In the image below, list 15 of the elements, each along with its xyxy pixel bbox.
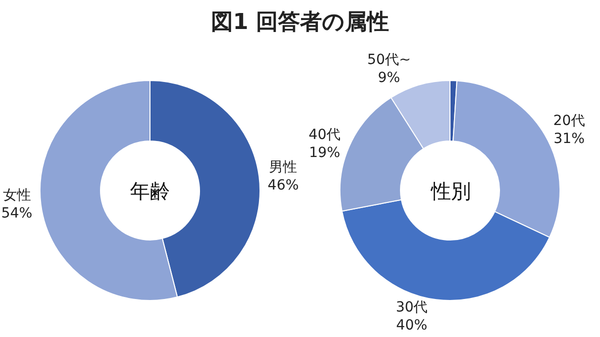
slice-label: 男性 [269,159,298,176]
data-label: 9% [378,70,400,86]
data-label: 31% [554,131,585,148]
data-label: 19% [309,145,340,162]
slice-label: 30代 [396,299,428,316]
text: 性別 [430,179,471,203]
slice-label: 女性 [2,187,31,204]
data-label: 46% [268,178,299,194]
text: 年齢 [130,179,170,203]
slice-label: 50代~ [367,52,411,68]
slice-label: 40代 [308,127,340,144]
slice-label: 20代 [553,112,586,129]
data-label: 54% [1,206,32,222]
data-label: 40% [396,318,428,334]
chart-title: 図1 回答者の属性 [210,9,390,37]
